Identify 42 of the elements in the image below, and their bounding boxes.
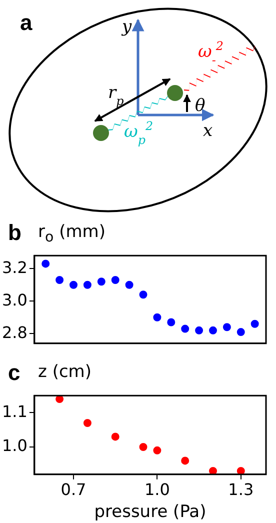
point bbox=[139, 442, 148, 451]
y-tick-label: 2.8 bbox=[2, 322, 28, 342]
point bbox=[42, 260, 50, 268]
point bbox=[139, 290, 148, 299]
x-axis-title: pressure (Pa) bbox=[94, 502, 206, 522]
chart-title: c bbox=[8, 360, 20, 386]
point bbox=[125, 280, 134, 289]
y-tick-label: 3.2 bbox=[2, 258, 28, 277]
point bbox=[208, 326, 217, 334]
y-tick-label: 3.0 bbox=[2, 290, 28, 310]
point bbox=[111, 276, 120, 284]
point bbox=[111, 432, 120, 441]
point bbox=[83, 280, 92, 289]
point bbox=[222, 323, 231, 332]
x-tick-label: 1.3 bbox=[228, 480, 254, 500]
x-tick-label: 0.7 bbox=[60, 480, 86, 500]
point bbox=[195, 326, 204, 334]
y-tick-label: 1.0 bbox=[2, 436, 28, 456]
point bbox=[70, 280, 78, 289]
point bbox=[181, 324, 190, 333]
x-tick-label: 1.0 bbox=[144, 480, 170, 500]
y-axis-title: z (cm) bbox=[38, 362, 92, 382]
point bbox=[56, 396, 64, 404]
point bbox=[250, 320, 259, 328]
point bbox=[153, 446, 162, 454]
chart-title: b bbox=[8, 220, 22, 246]
text: x bbox=[203, 121, 213, 141]
text: y bbox=[121, 17, 132, 37]
point bbox=[181, 456, 190, 465]
y-axis-title: r$_{o}$ (mm) bbox=[38, 222, 106, 246]
text: a bbox=[20, 10, 33, 35]
text: θ bbox=[195, 96, 206, 116]
point bbox=[236, 466, 245, 474]
point bbox=[97, 278, 106, 286]
y-tick-label: 1.1 bbox=[2, 402, 28, 421]
point bbox=[83, 419, 92, 428]
point bbox=[167, 318, 176, 326]
point bbox=[208, 466, 217, 474]
point bbox=[153, 313, 162, 322]
point bbox=[56, 276, 64, 284]
point bbox=[236, 328, 245, 336]
text: r$_{p}$ bbox=[108, 83, 124, 108]
